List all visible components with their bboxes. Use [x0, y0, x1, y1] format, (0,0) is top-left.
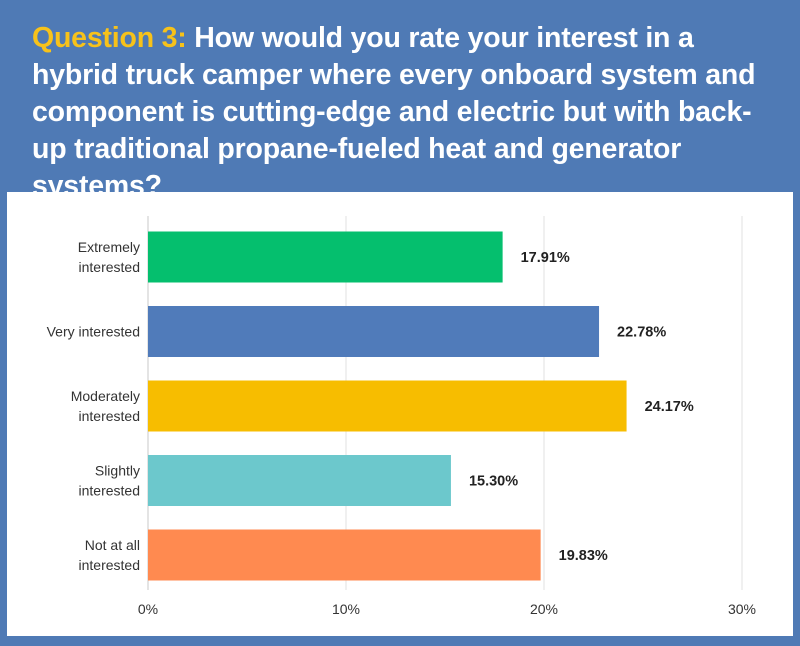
value-label: 15.30%	[469, 474, 518, 490]
bar	[148, 529, 541, 581]
category-label: interested	[79, 483, 140, 499]
value-label: 17.91%	[521, 250, 570, 266]
category-label: Slightly	[95, 463, 140, 479]
bar	[148, 306, 600, 357]
category-label: interested	[79, 408, 140, 424]
category-label: Very interested	[47, 324, 140, 340]
category-label: Extremely	[78, 239, 140, 255]
value-label: 24.17%	[645, 399, 694, 415]
question-number: Question 3:	[32, 22, 187, 54]
bar	[148, 380, 627, 432]
category-label: interested	[79, 557, 140, 573]
bar-chart: 0% 10% 20% 30% 17.91% Extremely interested 22.7…	[47, 216, 756, 617]
question-title: Question 3: How would you rate your inte…	[32, 20, 780, 205]
x-tick-label: 30%	[728, 601, 756, 617]
value-label: 22.78%	[617, 325, 666, 341]
x-tick-label: 0%	[138, 601, 158, 617]
x-tick-label: 20%	[530, 601, 558, 617]
category-label: Not at all	[85, 537, 140, 553]
x-tick-label: 10%	[332, 601, 360, 617]
category-label: Moderately	[71, 388, 140, 404]
bar	[148, 231, 503, 283]
category-label: interested	[79, 259, 140, 275]
chart-panel: 0% 10% 20% 30% 17.91% Extremely interested 22.7…	[7, 192, 793, 636]
value-label: 19.83%	[559, 548, 608, 564]
bar	[148, 455, 451, 506]
question-header: Question 3: How would you rate your inte…	[0, 0, 800, 202]
